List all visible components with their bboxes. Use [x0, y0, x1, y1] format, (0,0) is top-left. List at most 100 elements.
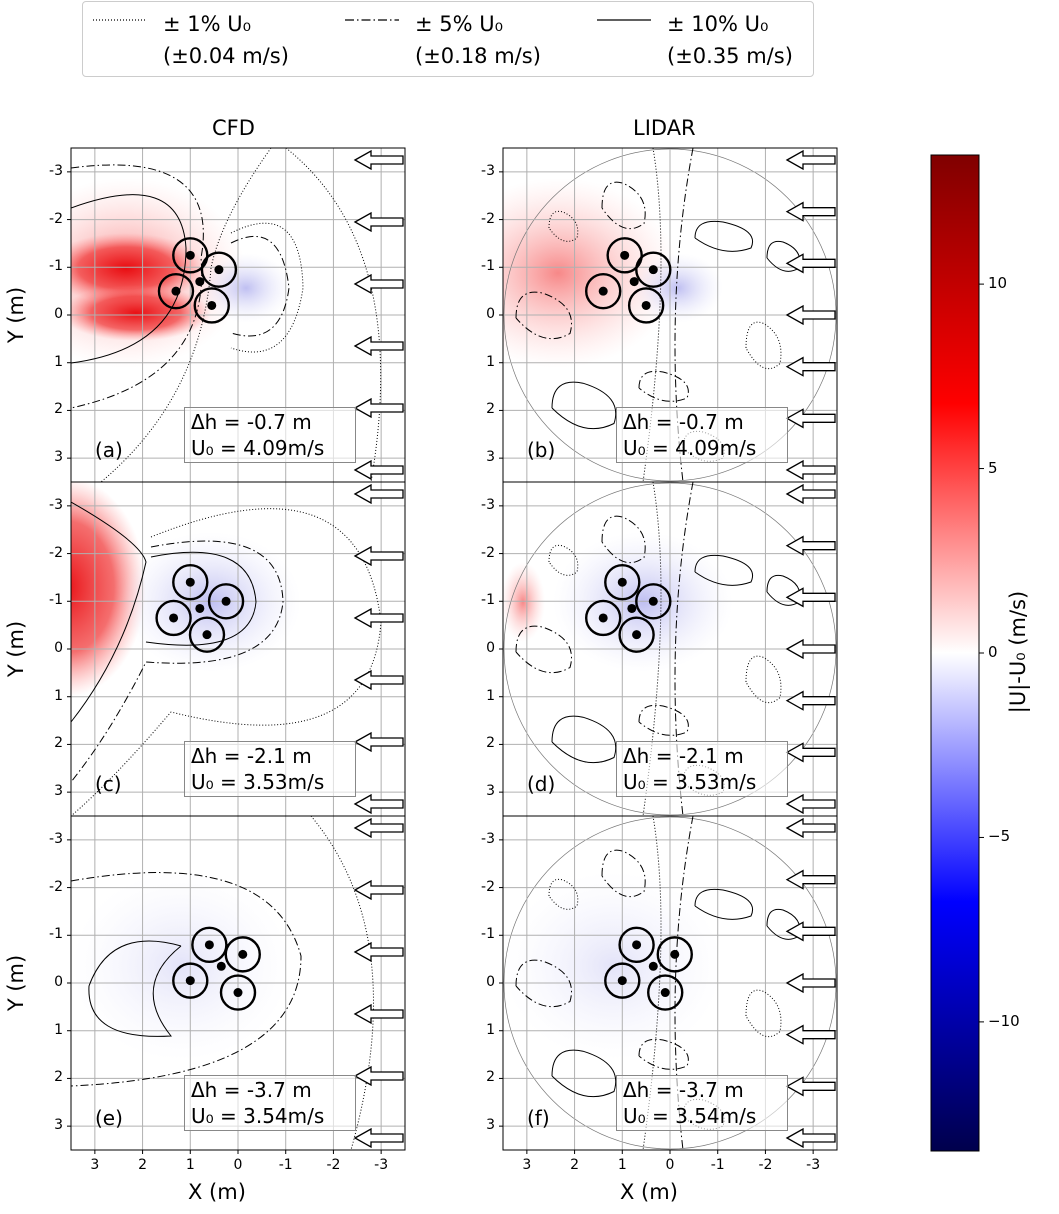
rotor-hub-dot: [617, 976, 627, 986]
rotor-hub-dot: [221, 596, 231, 606]
x-tick-label: 2: [138, 1157, 148, 1173]
x-tick-label: 3: [522, 1157, 532, 1173]
wind-arrow-icon: [353, 335, 404, 357]
center-hub-dot: [195, 277, 205, 287]
rotor-hub-dot: [185, 577, 195, 587]
colorbar-tick-label: −5: [988, 827, 1011, 846]
y-tick-label: 3: [486, 449, 495, 466]
rotor-hub-dot: [648, 596, 658, 606]
center-hub-dot: [195, 603, 205, 613]
u0-text: U₀ = 3.53m/s: [191, 770, 325, 794]
wind-arrow-icon: [353, 817, 404, 839]
wind-arrow-icon: [785, 869, 836, 890]
legend-value: (±0.35 m/s): [667, 44, 793, 68]
x-tick-label: 0: [233, 1157, 243, 1173]
y-tick-label: -2: [49, 544, 63, 561]
wind-arrow-icon: [353, 793, 404, 815]
y-tick-label: -3: [481, 496, 495, 513]
y-tick-label: 0: [54, 974, 63, 990]
rotor-hub-dot: [670, 949, 680, 959]
rotor-marker: [627, 287, 665, 324]
legend-label: ± 1% U₀: [163, 12, 252, 36]
panel-id-label: (a): [95, 438, 123, 462]
y-tick-label: 2: [486, 735, 495, 752]
x-tick-label: -2: [326, 1157, 341, 1173]
legend-value: (±0.04 m/s): [163, 44, 289, 68]
rotor-marker: [219, 974, 257, 1011]
wind-arrow-icon: [353, 1065, 404, 1087]
x-tick-label: -3: [374, 1157, 389, 1173]
wind-arrow-icon: [353, 273, 404, 295]
wind-arrow-icon: [785, 793, 836, 815]
wind-arrow-icon: [785, 201, 836, 222]
rotor-marker: [585, 272, 622, 310]
legend-item-solid: ± 10% U₀ (±0.35 m/s): [667, 8, 793, 72]
u0-text: U₀ = 4.09m/s: [623, 436, 757, 460]
u0-text: U₀ = 4.09m/s: [191, 436, 325, 460]
y-tick-label: 3: [54, 1117, 63, 1134]
wind-arrow-icon: [785, 587, 836, 608]
rotor-marker: [656, 936, 693, 973]
rotor-hub-dot: [233, 988, 243, 998]
wind-arrow-icon: [353, 731, 404, 753]
rotor-marker: [585, 599, 622, 637]
y-tick-label: 0: [486, 640, 495, 656]
rotor-hub-dot: [641, 300, 651, 310]
y-tick-label: 3: [486, 783, 495, 800]
y-tick-label: -2: [49, 210, 63, 227]
y-tick-label: 0: [54, 306, 63, 322]
wind-arrow-icon: [353, 1003, 404, 1025]
rotor-hub-dot: [185, 250, 195, 260]
wind-arrow-icon: [785, 149, 836, 171]
wind-arrow-icon: [785, 356, 836, 377]
rotor-marker: [635, 583, 672, 620]
u0-text: U₀ = 3.53m/s: [623, 770, 757, 794]
x-tick-label: -2: [758, 1157, 773, 1173]
wind-arrow-icon: [353, 397, 404, 419]
rotor-marker: [172, 237, 209, 274]
y-tick-label: 2: [54, 1069, 63, 1086]
y-tick-label: 2: [486, 401, 495, 418]
column-title-lidar: LIDAR: [633, 116, 696, 140]
y-tick-label: -1: [49, 926, 63, 943]
delta-h-text: Δh = -0.7 m: [623, 410, 744, 434]
colorbar-tick-label: 0: [988, 643, 998, 661]
colorbar-tick-label: 10: [988, 274, 1008, 293]
rotor-marker: [188, 616, 226, 653]
y-tick-label: 0: [54, 640, 63, 656]
y-tick-label: -2: [481, 210, 495, 227]
rotor-marker: [157, 272, 195, 310]
y-tick-label: -3: [49, 162, 63, 179]
delta-h-text: Δh = -0.7 m: [191, 410, 312, 434]
wind-arrow-icon: [785, 459, 836, 481]
legend-swatches: [93, 19, 651, 21]
y-tick-label: 3: [54, 449, 63, 466]
y-tick-label: 3: [486, 1117, 495, 1134]
y-tick-label: -3: [49, 830, 63, 847]
rotor-marker: [200, 251, 238, 288]
rotor-marker: [606, 237, 643, 274]
x-tick-label: 3: [90, 1157, 100, 1173]
rotor-marker: [618, 926, 655, 964]
wind-arrow-icon: [785, 817, 836, 839]
y-axis-label-row1: Y (m): [4, 286, 29, 344]
y-tick-label: -1: [49, 592, 63, 609]
wind-arrow-icon: [785, 690, 836, 711]
y-tick-label: 1: [486, 1021, 495, 1038]
center-hub-dot: [648, 961, 658, 971]
rotor-hub-dot: [202, 630, 212, 640]
x-tick-label: 1: [617, 1157, 627, 1173]
y-tick-label: 2: [54, 401, 63, 418]
y-tick-label: 0: [486, 306, 495, 322]
rotor-marker: [155, 599, 192, 637]
y-tick-label: -1: [49, 258, 63, 275]
rotor-marker: [647, 974, 684, 1011]
wind-arrow-icon: [353, 879, 404, 901]
panel-annotation: Δh = -2.1 m U₀ = 3.53m/s: [616, 741, 788, 797]
wind-arrow-icon: [353, 211, 404, 233]
x-tick-label: 2: [570, 1157, 580, 1173]
rotor-hub-dot: [660, 988, 670, 998]
y-tick-label: 1: [486, 353, 495, 370]
y-tick-label: 2: [486, 1069, 495, 1086]
